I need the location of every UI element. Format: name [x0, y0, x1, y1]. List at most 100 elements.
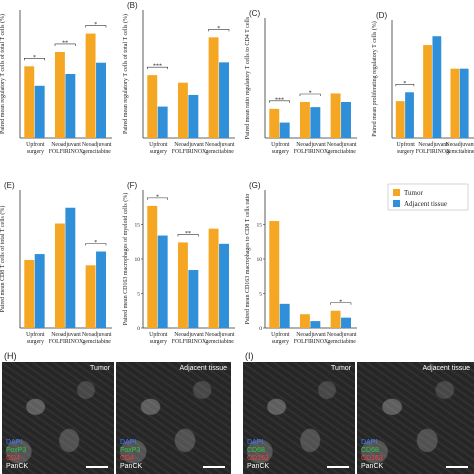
significance-bracket	[268, 100, 290, 103]
y-axis-label: Paired mean regulatory T cells of total …	[122, 14, 129, 134]
panel-letter: (B)	[127, 1, 138, 10]
significance-label: **	[185, 231, 191, 237]
marker-label: PanCK	[361, 463, 384, 470]
tissue-texture	[357, 362, 474, 474]
panel-letter: (G)	[249, 181, 261, 190]
chart-3: (C)Paired mean ratio regulatory T cells …	[245, 9, 357, 155]
scale-bar	[203, 466, 225, 468]
x-tick-label: gemcitabine	[83, 339, 112, 345]
bar-tumor-2	[299, 102, 310, 138]
x-tick-label: Neoadjuvant	[205, 142, 235, 148]
y-tick-label: 15	[257, 223, 263, 229]
x-tick-label: Upfront	[271, 141, 290, 148]
y-tick-label: 10	[257, 257, 263, 263]
bar-adjacent-1	[34, 254, 45, 328]
bar-adjacent-2	[188, 270, 199, 328]
marker-label: DAPI	[6, 439, 23, 446]
x-tick-label: Neoadjuvant	[446, 142, 474, 148]
micrograph-1: Tumor DAPI FoxP3 CD4 PanCK	[2, 362, 114, 474]
significance-bracket	[395, 83, 415, 87]
chart-7: (G) Paired mean CD163 macrophages to CD8 …	[245, 181, 357, 345]
tissue-texture	[2, 362, 114, 474]
marker-label: CD4	[120, 455, 135, 462]
panel-letter: (H)	[4, 351, 17, 361]
micrograph-label: Tumor	[90, 365, 110, 372]
significance-label: *	[309, 91, 312, 97]
marker-label: FoxP3	[6, 447, 27, 454]
micrograph-label: Adjacent tissue	[179, 365, 227, 372]
x-tick-label: gemcitabine	[206, 149, 235, 155]
x-tick-label: Upfront	[396, 141, 415, 148]
x-tick-label: Neoadjuvant	[174, 142, 204, 148]
x-tick-label: FOLFIRINOX	[294, 339, 329, 345]
x-tick-label: Neoadjuvant	[82, 332, 112, 338]
bar-tumor-2	[54, 223, 65, 328]
x-tick-label: surgery	[397, 149, 414, 155]
marker-legend: DAPI FoxP3 CD4 PanCK	[120, 439, 142, 471]
chart-1: Paired mean regulatory T cells of total …	[0, 10, 112, 155]
bar-tumor-3	[330, 310, 341, 328]
bar-adjacent-2	[65, 207, 76, 328]
y-axis-label: Paired mean regulatory T cells of total …	[0, 14, 6, 134]
marker-legend: DAPI CD68 CD163 PanCK	[361, 439, 383, 471]
marker-label: DAPI	[247, 439, 264, 446]
significance-bracket	[299, 93, 321, 96]
x-tick-label: gemcitabine	[206, 339, 235, 345]
bar-tumor-1	[24, 66, 35, 138]
y-axis-label: Paired mean proliferating regulatory T c…	[371, 21, 378, 136]
panel-letter: (I)	[245, 351, 254, 361]
significance-bracket	[54, 43, 76, 46]
micrograph-2: Adjacent tissue DAPI FoxP3 CD4 PanCK	[116, 362, 231, 474]
panel-letter: (F)	[127, 181, 138, 190]
bar-adjacent-1	[279, 303, 290, 328]
bar-adjacent-1	[405, 92, 414, 138]
x-tick-label: gemcitabine	[83, 149, 112, 155]
marker-label: DAPI	[120, 439, 137, 446]
x-tick-label: surgery	[27, 339, 44, 345]
bar-tumor-2	[177, 242, 188, 328]
x-tick-label: FOLFIRINOX	[416, 149, 451, 155]
significance-bracket	[330, 302, 352, 305]
bar-adjacent-3	[459, 68, 469, 138]
significance-bracket	[85, 243, 107, 246]
x-tick-label: FOLFIRINOX	[49, 149, 84, 155]
y-tick-label: 0	[137, 326, 140, 332]
bar-adjacent-2	[310, 321, 321, 328]
bar-tumor-1	[147, 205, 158, 328]
x-tick-label: Neoadjuvant	[51, 142, 81, 148]
micrograph-3: Tumor DAPI CD68 CD163 PanCK	[243, 362, 355, 474]
x-tick-label: Neoadjuvant	[51, 332, 81, 338]
significance-label: *	[217, 26, 220, 32]
significance-bracket	[208, 29, 230, 32]
x-tick-label: Upfront	[149, 331, 168, 338]
x-tick-label: Neoadjuvant	[82, 142, 112, 148]
bar-tumor-3	[208, 228, 219, 328]
scale-bar	[86, 466, 108, 468]
x-tick-label: FOLFIRINOX	[294, 149, 329, 155]
significance-label: ***	[275, 97, 284, 103]
x-tick-label: Upfront	[271, 331, 290, 338]
bar-adjacent-2	[310, 107, 321, 138]
x-tick-label: Neoadjuvant	[296, 332, 326, 338]
x-tick-label: surgery	[150, 339, 167, 345]
bar-adjacent-3	[219, 62, 229, 139]
significance-label: *	[156, 194, 159, 200]
y-axis-label: Paired mean CD163 macrophages to CD8 T c…	[245, 194, 251, 325]
significance-bracket	[23, 58, 45, 61]
panel-letter: (E)	[4, 181, 15, 190]
micrograph-4: Adjacent tissue DAPI CD68 CD163 PanCK	[357, 362, 474, 474]
x-tick-label: FOLFIRINOX	[172, 339, 207, 345]
y-axis-label: Paired mean CD8 T cells of total T cells…	[0, 206, 6, 313]
marker-label: PanCK	[120, 463, 143, 470]
significance-bracket	[146, 197, 168, 200]
significance-bracket	[146, 66, 168, 70]
significance-label: *	[339, 299, 342, 305]
bar-tumor-1	[147, 75, 158, 138]
bar-adjacent-1	[157, 235, 168, 328]
x-tick-label: Upfront	[149, 141, 168, 148]
bar-adjacent-2	[65, 74, 76, 138]
bar-adjacent-1	[34, 85, 45, 138]
panel-letter: (C)	[249, 9, 260, 18]
y-axis-label: Paired mean ratio regulatory T cells to …	[245, 16, 251, 139]
